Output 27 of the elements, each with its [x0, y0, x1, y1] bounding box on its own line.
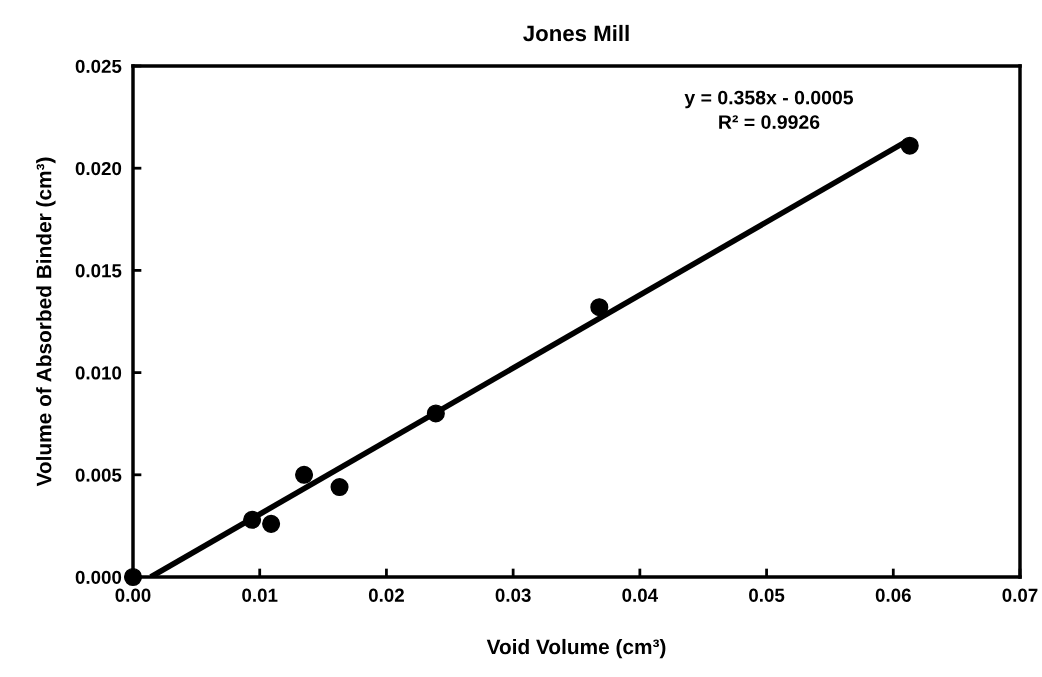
- point: [590, 298, 609, 317]
- y-tick-label: 0.015: [75, 264, 122, 278]
- y-axis-title: Volume of Absorbed Binder (cm³): [36, 157, 56, 487]
- x-tick-label: 0.07: [1002, 588, 1038, 602]
- y-tick-label: 0.025: [75, 59, 122, 73]
- y-tick-label: 0.020: [75, 161, 122, 176]
- x-tick-label: 0.06: [875, 588, 911, 602]
- y-tick-label: 0.005: [75, 468, 122, 482]
- x-tick-label: 0.01: [242, 588, 278, 602]
- x-tick-label: 0.03: [495, 588, 531, 602]
- point: [295, 465, 314, 484]
- point: [900, 136, 919, 155]
- point: [123, 567, 143, 587]
- point: [426, 404, 445, 423]
- chart-title: Jones Mill: [523, 24, 629, 42]
- x-tick-label: 0.00: [115, 588, 151, 602]
- point: [262, 514, 281, 533]
- x-tick-label: 0.05: [749, 588, 785, 602]
- point: [330, 478, 349, 497]
- y-tick-label: 0.010: [75, 366, 122, 380]
- point: [243, 510, 262, 529]
- x-axis-title: Void Volume (cm³): [486, 638, 666, 659]
- x-tick-label: 0.04: [622, 588, 658, 602]
- annotation: y = 0.358x - 0.0005: [684, 90, 854, 109]
- y-tick-label: 0.000: [75, 570, 122, 584]
- x-tick-label: 0.02: [368, 588, 404, 602]
- annotation: R² = 0.9926: [719, 115, 820, 129]
